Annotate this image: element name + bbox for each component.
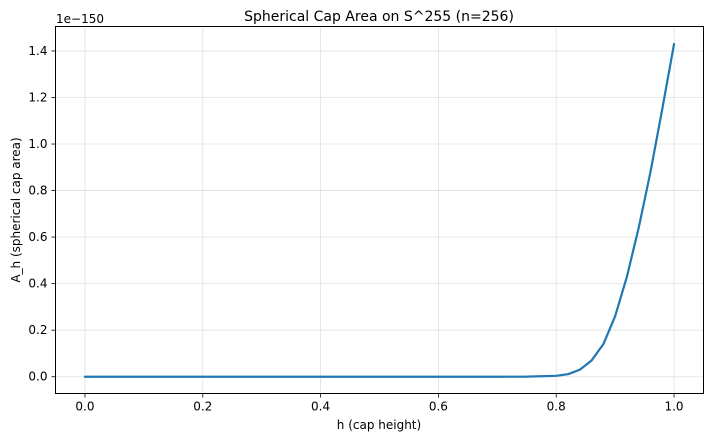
y-tick-label: 1.0 xyxy=(28,137,47,151)
x-axis-ticks: 0.0 0.2 0.4 0.6 0.8 1.0 xyxy=(75,393,684,414)
x-axis-label: h (cap height) xyxy=(337,418,421,432)
x-tick-label: 1.0 xyxy=(664,400,683,414)
x-tick-label: 0.0 xyxy=(75,400,94,414)
y-tick-label: 1.4 xyxy=(28,44,47,58)
series-line-0 xyxy=(83,42,676,378)
grid xyxy=(55,26,704,394)
y-axis-ticks: 0.0 0.2 0.4 0.6 0.8 1.0 1.2 1.4 xyxy=(28,44,56,384)
y-tick-label: 0.8 xyxy=(28,184,47,198)
y-tick-label: 0.0 xyxy=(28,370,47,384)
y-axis-label: A_h (spherical cap area) xyxy=(9,137,23,282)
series-layer xyxy=(83,42,676,378)
y-axis-offset-text: 1e−150 xyxy=(56,12,104,26)
plot-area-frame xyxy=(55,26,704,394)
chart-title: Spherical Cap Area on S^255 (n=256) xyxy=(244,9,514,25)
y-tick-label: 0.4 xyxy=(28,277,47,291)
x-tick-label: 0.8 xyxy=(547,400,566,414)
x-tick-label: 0.6 xyxy=(429,400,448,414)
x-tick-label: 0.4 xyxy=(311,400,330,414)
y-tick-label: 1.2 xyxy=(28,90,47,104)
y-tick-label: 0.6 xyxy=(28,230,47,244)
y-tick-label: 0.2 xyxy=(28,323,47,337)
x-tick-label: 0.2 xyxy=(193,400,212,414)
